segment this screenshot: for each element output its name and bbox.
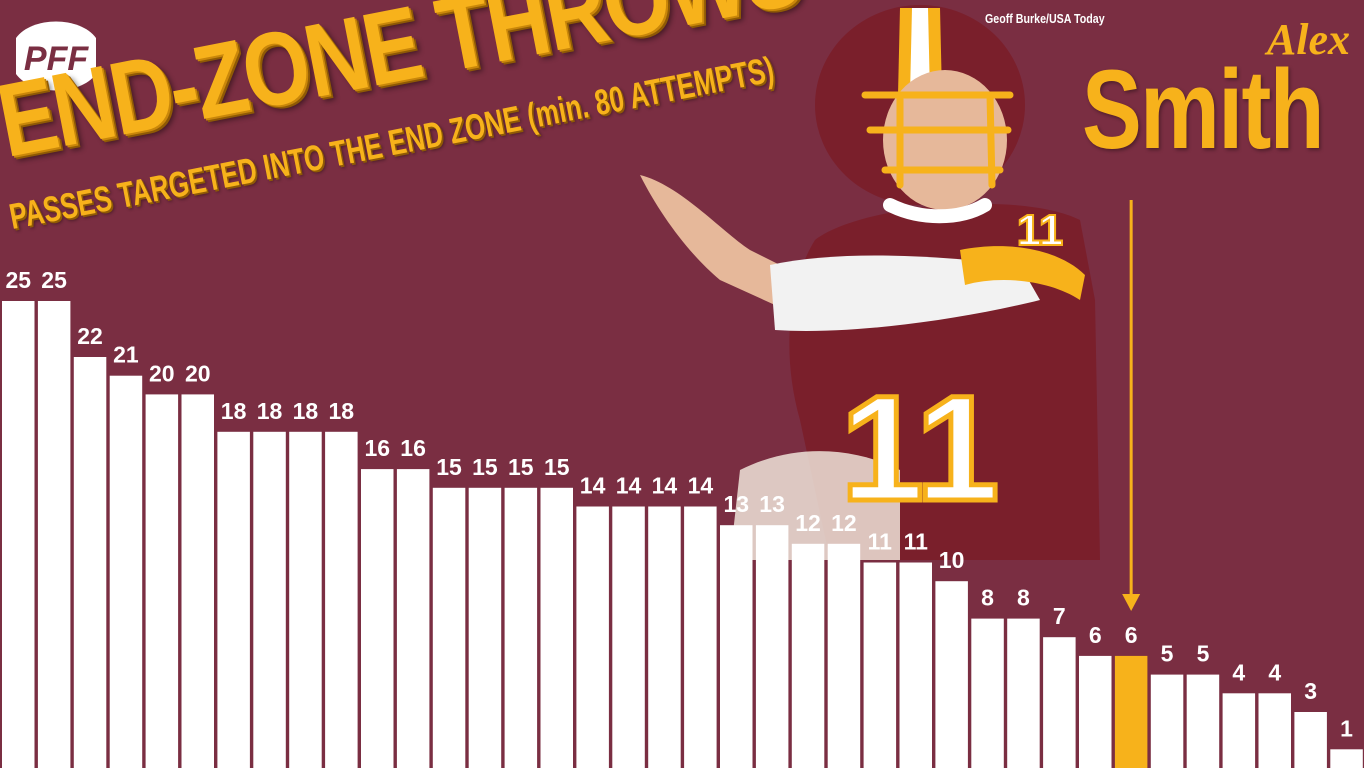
bar (1330, 749, 1363, 768)
bar (1222, 693, 1256, 768)
bar (1186, 674, 1220, 768)
bar (504, 487, 538, 768)
jersey-number: 11 (841, 364, 1000, 532)
bar-value-label: 14 (616, 473, 642, 499)
bar-value-label: 10 (939, 547, 965, 573)
bar (217, 431, 250, 768)
bar-value-label: 18 (257, 398, 283, 424)
bar-value-label: 15 (544, 454, 570, 480)
bar-value-label: 8 (981, 585, 994, 611)
bar-value-label: 15 (472, 454, 498, 480)
bar-value-label: 20 (185, 360, 211, 386)
bar-value-label: 15 (436, 454, 462, 480)
bar-value-label: 20 (149, 360, 175, 386)
bar-value-label: 4 (1268, 659, 1281, 685)
bar (1258, 693, 1291, 768)
bar-value-label: 18 (221, 398, 247, 424)
bar-value-label: 12 (795, 510, 821, 536)
bar (37, 301, 71, 768)
bar (1294, 712, 1327, 768)
bar-value-label: 18 (293, 398, 319, 424)
bar (1150, 674, 1184, 768)
bar (289, 431, 322, 768)
bar-value-label: 5 (1161, 641, 1174, 667)
bar (576, 506, 609, 768)
shoulder-number: 11 (1017, 206, 1064, 255)
bar (361, 469, 394, 768)
bar-value-label: 7 (1053, 603, 1066, 629)
bar-value-label: 3 (1304, 678, 1317, 704)
bar-value-label: 16 (365, 435, 391, 461)
bar-value-label: 14 (652, 473, 678, 499)
bar (325, 431, 358, 768)
bar-value-label: 13 (724, 491, 750, 517)
bar (432, 487, 466, 768)
bar (396, 469, 430, 768)
bar (684, 506, 717, 768)
bar-value-label: 8 (1017, 585, 1030, 611)
bar (73, 357, 107, 768)
player-first-name: Alex (1266, 15, 1350, 64)
bar (863, 562, 897, 768)
bar-highlight (1114, 655, 1148, 768)
bar (827, 543, 861, 768)
bar (109, 375, 143, 768)
bar (755, 525, 789, 768)
player-photo: 11 11 (640, 5, 1100, 560)
bar (791, 543, 825, 768)
bar-value-label: 22 (77, 323, 103, 349)
bar (899, 562, 932, 768)
bar-value-label: 6 (1089, 622, 1102, 648)
bar-value-label: 16 (400, 435, 426, 461)
bar-value-label: 25 (6, 267, 32, 293)
player-last-name: Smith (1082, 47, 1325, 172)
bar (612, 506, 645, 768)
bar-value-label: 14 (580, 473, 606, 499)
bar (145, 394, 179, 768)
bar-value-label: 14 (688, 473, 714, 499)
highlight-arrow (1122, 200, 1141, 611)
logo-text: PFF (24, 40, 89, 78)
pff-logo: PFF (16, 21, 96, 91)
photo-credit: Geoff Burke/USA Today (985, 11, 1105, 26)
bar-value-label: 12 (831, 510, 857, 536)
bar (181, 394, 214, 768)
bar-value-label: 21 (113, 342, 139, 368)
bar (648, 506, 681, 768)
bar (971, 618, 1004, 768)
bar-value-label: 6 (1125, 622, 1138, 648)
bars-layer (2, 301, 1363, 768)
bar (1043, 637, 1076, 768)
bar (468, 487, 502, 768)
arrow-head (1122, 594, 1141, 611)
bar-value-label: 4 (1232, 659, 1245, 685)
bar-value-label: 13 (759, 491, 785, 517)
bar (720, 525, 753, 768)
bar-value-label: 1 (1340, 715, 1353, 741)
bar-value-label: 5 (1197, 641, 1210, 667)
bar-value-label: 11 (868, 529, 893, 555)
bar (2, 301, 35, 768)
bar (1007, 618, 1040, 768)
bar (935, 581, 968, 768)
bar (1079, 655, 1112, 768)
bar-value-label: 25 (41, 267, 67, 293)
bar (253, 431, 286, 768)
bar (540, 487, 573, 768)
bar-value-label: 15 (508, 454, 534, 480)
bar-value-label: 11 (904, 529, 929, 555)
bar-value-label: 18 (329, 398, 355, 424)
